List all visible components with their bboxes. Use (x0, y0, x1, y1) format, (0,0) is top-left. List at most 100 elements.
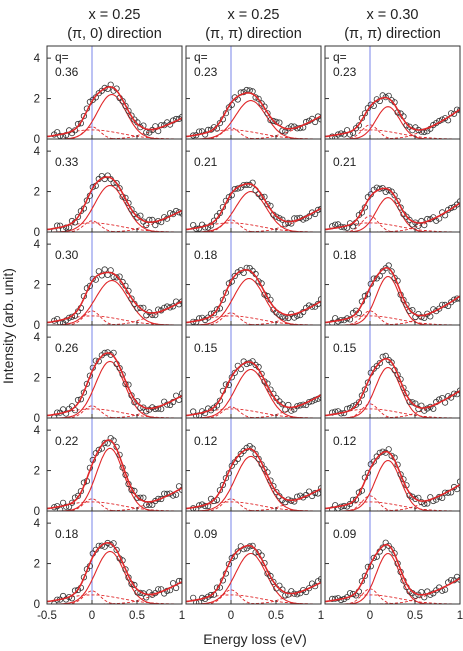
y-tick-label: 0 (34, 506, 40, 518)
spectrum-panel: q=0.23 (324, 45, 461, 140)
data-point (122, 566, 129, 573)
data-point (222, 474, 229, 482)
spectrum-panel: 0.18 (46, 510, 183, 605)
spectrum-panel: 0.30 (46, 231, 183, 326)
total-fit-line (186, 92, 321, 138)
q-value-label: 0.36 (55, 65, 79, 79)
data-point (252, 94, 259, 101)
data-point (178, 113, 182, 120)
q-value-label: 0.15 (194, 341, 218, 355)
x-tick-label: 1 (179, 610, 185, 622)
data-point (178, 390, 182, 397)
data-point (128, 295, 135, 302)
data-point (228, 554, 235, 562)
panel-plot-area (47, 325, 182, 418)
data-point (56, 222, 64, 229)
data-point (418, 217, 425, 225)
panel-plot-area (186, 232, 321, 325)
data-point (143, 312, 150, 319)
data-point (406, 307, 413, 314)
spectrum-panel: 0.09 (185, 510, 322, 605)
spectrum-panel: 0.33 (46, 138, 183, 233)
q-value-label: 0.12 (194, 434, 218, 448)
total-fit-line (47, 541, 182, 603)
panel-plot-area (325, 511, 460, 604)
data-point (131, 210, 138, 217)
tail-component (325, 222, 460, 232)
data-point (131, 581, 138, 589)
data-point (388, 359, 395, 366)
data-point (285, 219, 292, 226)
panel-frame (46, 417, 183, 512)
column-title-line2: (π, π) direction (344, 26, 441, 42)
data-point (273, 213, 280, 220)
data-point (86, 282, 94, 289)
data-point (95, 446, 102, 453)
panel-plot-area (325, 139, 460, 232)
data-point (264, 110, 271, 117)
data-point (450, 110, 458, 117)
paramagnon-peak (47, 360, 182, 418)
q-value-label: 0.18 (194, 248, 218, 262)
q-value-label: 0.15 (333, 341, 357, 355)
total-fit-line (186, 448, 321, 510)
data-point (125, 107, 132, 114)
data-point (397, 471, 404, 478)
spectrum-panel: 0.18 (185, 231, 322, 326)
data-point (178, 577, 182, 584)
spectra-grid: q=0.360.330.300.260.220.18q=0.230.210.18… (46, 45, 461, 605)
y-tick-label: 2 (34, 187, 40, 199)
data-point (101, 439, 108, 446)
data-point (219, 481, 226, 489)
data-point (279, 401, 286, 408)
q-value-label: 0.12 (333, 434, 357, 448)
q-value-label: 0.09 (194, 527, 218, 541)
data-point (222, 289, 229, 296)
data-point (210, 310, 218, 317)
q-value-label: 0.21 (333, 155, 357, 169)
data-point (252, 450, 259, 457)
total-fit-line (47, 352, 182, 417)
data-point (352, 496, 360, 503)
data-point (74, 492, 82, 499)
data-point (418, 313, 425, 321)
q-value-label: 0.23 (333, 65, 357, 79)
data-point (276, 215, 283, 222)
data-point (436, 305, 443, 312)
data-point (279, 216, 286, 223)
data-point (264, 201, 271, 208)
x-tick-label: 0.5 (268, 610, 284, 622)
x-tick-label: 0.5 (129, 610, 145, 622)
data-point (376, 359, 383, 367)
q-value-label: 0.23 (194, 65, 218, 79)
background-component (325, 484, 460, 511)
data-point (388, 188, 395, 195)
data-point (379, 544, 386, 551)
paramagnon-peak (186, 455, 321, 511)
y-tick-label: 2 (34, 373, 40, 385)
panel-plot-area (325, 232, 460, 325)
data-point (332, 595, 339, 602)
data-point (216, 397, 223, 404)
data-point (62, 410, 70, 417)
y-tick-label: 4 (34, 518, 41, 530)
background-component (325, 390, 460, 418)
data-point (213, 306, 221, 313)
data-point (305, 585, 313, 592)
x-tick-label: 1 (457, 610, 463, 622)
total-fit-line (325, 543, 460, 603)
data-point (400, 384, 407, 391)
q-value-label: 0.30 (55, 248, 79, 262)
spectrum-panel: 0.15 (185, 324, 322, 419)
q-value-label: 0.22 (55, 434, 79, 448)
data-point (205, 314, 212, 321)
panel-frame (185, 510, 322, 605)
background-component (186, 582, 321, 604)
data-point (355, 399, 362, 406)
total-fit-line (325, 357, 460, 417)
data-point (107, 541, 114, 548)
data-point (273, 488, 280, 496)
spectrum-panel: 0.18 (324, 231, 461, 326)
data-point (427, 591, 434, 598)
data-point (178, 210, 182, 217)
